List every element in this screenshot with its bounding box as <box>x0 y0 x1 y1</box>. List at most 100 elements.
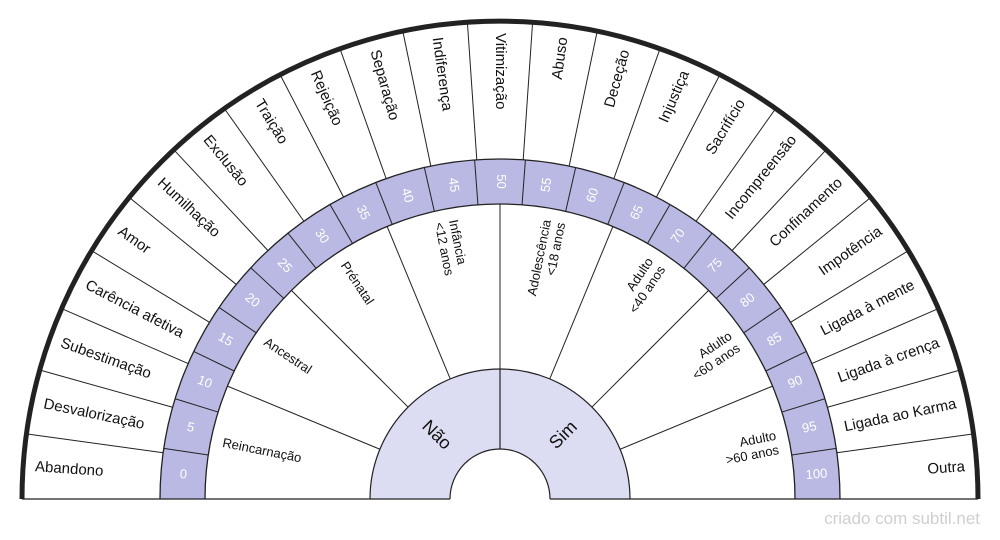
scale-label-1: 5 <box>186 419 196 435</box>
inner-label-7: Adulto>60 anos <box>722 428 781 468</box>
scale-label-6: 30 <box>312 226 333 246</box>
scale-label-18: 90 <box>786 372 805 391</box>
outer-label-15: Sacrifício <box>702 96 749 158</box>
outer-label-21: Ligada ao Karma <box>843 395 959 435</box>
outer-label-11: Vitimização <box>492 33 509 109</box>
scale-label-14: 70 <box>668 226 689 246</box>
scale-label-3: 15 <box>216 329 236 349</box>
inner-divider <box>386 226 451 380</box>
outer-label-0: Abandono <box>35 458 104 480</box>
outer-rim <box>19 18 981 500</box>
scale-label-10: 50 <box>494 174 509 188</box>
outer-divider <box>223 108 305 222</box>
watermark: criado com subtil.net <box>824 509 980 528</box>
inner-divider <box>291 290 409 408</box>
center-outer-edge <box>369 368 631 500</box>
outer-label-1: Desvalorização <box>42 395 146 433</box>
inner-label-0: Reincarnação <box>221 435 303 465</box>
outer-divider <box>568 30 598 167</box>
scale-label-0: 0 <box>179 466 187 481</box>
outer-divider <box>613 48 661 179</box>
outer-label-19: Ligada à mente <box>818 277 918 340</box>
lines-layer <box>19 18 981 500</box>
scale-divider <box>791 447 837 456</box>
scale-label-2: 10 <box>195 372 214 391</box>
outer-divider <box>790 250 909 323</box>
outer-divider <box>91 250 210 323</box>
scale-ring <box>160 159 840 499</box>
scale-label-13: 65 <box>627 203 647 223</box>
outer-divider <box>26 433 164 454</box>
scale-divider <box>423 167 435 212</box>
scale-ring-inner-edge <box>204 203 796 500</box>
inner-label-1: Ancestral <box>261 335 314 378</box>
inner-label-5: Adulto<40 anos <box>614 254 669 316</box>
outer-divider <box>466 22 478 160</box>
scale-label-19: 95 <box>801 418 818 436</box>
scale-divider <box>174 398 219 413</box>
scale-label-17: 85 <box>764 329 784 349</box>
scale-divider <box>607 182 625 225</box>
inner-label-2: Prénatal <box>337 259 376 308</box>
outer-label-8: Rejeição <box>307 68 346 128</box>
scale-divider <box>375 182 393 225</box>
inner-divider <box>619 385 773 450</box>
scale-divider <box>683 232 713 269</box>
scale-divider <box>250 267 285 299</box>
scale-divider <box>647 204 671 244</box>
scale-label-7: 35 <box>353 203 373 223</box>
outer-label-22: Outra <box>927 458 966 478</box>
inner-label-6: Adulto<60 anos <box>682 328 744 383</box>
outer-divider <box>61 308 189 365</box>
outer-label-4: Amor <box>115 223 154 258</box>
scale-divider <box>287 232 317 269</box>
outer-label-20: Ligada à crença <box>835 334 942 386</box>
inner-divider <box>227 385 381 450</box>
scale-divider <box>329 204 353 244</box>
outer-label-7: Traição <box>251 96 291 147</box>
inner-label-3: Infância<12 anos <box>431 218 471 277</box>
center-hole-edge <box>449 448 551 500</box>
scale-divider <box>521 159 526 205</box>
outer-divider <box>339 48 387 179</box>
outer-label-16: Incompreensão <box>722 132 800 223</box>
outer-label-14: Injustiça <box>655 67 693 125</box>
outer-divider <box>695 108 777 222</box>
scale-divider <box>743 307 782 334</box>
scale-divider <box>781 398 826 413</box>
scale-divider <box>218 307 257 334</box>
outer-divider <box>173 149 269 251</box>
outer-divider <box>402 30 432 167</box>
scale-divider <box>474 159 479 205</box>
outer-label-13: Deceção <box>601 48 633 110</box>
outer-label-6: Exclusão <box>200 132 252 190</box>
outer-label-5: Humilhação <box>154 174 223 240</box>
scale-divider <box>715 267 750 299</box>
outer-label-10: Indiferença <box>429 36 456 112</box>
scale-divider <box>193 351 235 372</box>
outer-label-2: Subestimação <box>58 334 153 382</box>
scale-divider <box>765 351 807 372</box>
inner-divider <box>591 290 709 408</box>
inner-label-4: Adolescência<18 anos <box>525 218 569 300</box>
scale-divider <box>565 167 577 212</box>
scale-divider <box>163 447 209 456</box>
outer-label-17: Confinamento <box>766 174 846 250</box>
scale-label-8: 40 <box>398 186 417 204</box>
outer-label-12: Abuso <box>549 36 572 80</box>
outer-divider <box>279 74 345 198</box>
inner-divider <box>549 226 614 380</box>
scale-label-11: 55 <box>538 177 555 194</box>
outer-divider <box>827 369 961 408</box>
outer-divider <box>731 149 827 251</box>
outer-divider <box>836 433 974 454</box>
outer-divider <box>128 196 237 285</box>
outer-label-3: Carência afetiva <box>83 277 188 342</box>
outer-divider <box>763 196 872 285</box>
outer-divider <box>39 369 173 408</box>
outer-divider <box>522 22 534 160</box>
scale-label-20: 100 <box>805 466 828 483</box>
outer-label-9: Separação <box>367 48 403 122</box>
outer-divider <box>811 308 939 365</box>
